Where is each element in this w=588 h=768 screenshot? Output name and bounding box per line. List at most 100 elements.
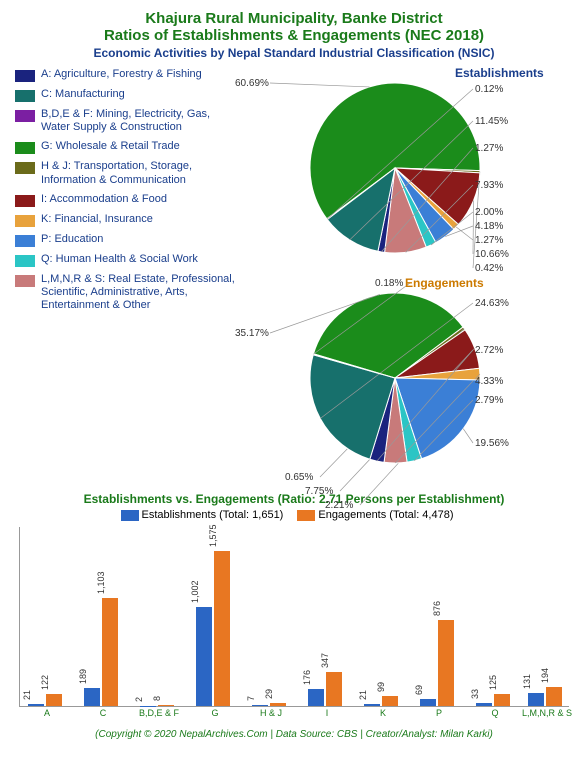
bar-value: 69 (414, 685, 424, 695)
pie-leader (473, 200, 474, 254)
bar-value: 1,002 (190, 581, 200, 604)
bar-value: 99 (376, 682, 386, 692)
pie-title: Establishments (455, 66, 544, 80)
legend-swatch (15, 142, 35, 154)
pie-slice-label: 10.66% (475, 249, 509, 260)
bar-engagements (326, 672, 342, 706)
bar-legend-swatch (297, 510, 315, 521)
bar-legend-label: Establishments (Total: 1,651) (142, 509, 284, 521)
bar-establishments (528, 693, 544, 706)
bar-engagements (102, 598, 118, 707)
legend-swatch (15, 215, 35, 227)
legend-item: H & J: Transportation, Storage, Informat… (15, 160, 235, 186)
main-title-1: Khajura Rural Municipality, Banke Distri… (15, 10, 573, 27)
bar-establishments (196, 607, 212, 706)
bar-establishments (252, 705, 268, 706)
pie-leader (270, 83, 369, 87)
bar-engagements (382, 696, 398, 706)
legend-item: P: Education (15, 233, 235, 247)
bar-engagements (438, 620, 454, 706)
pie-slice-label: 4.18% (475, 221, 503, 232)
bar-engagements (214, 551, 230, 706)
pie-slice-label: 19.56% (475, 438, 509, 449)
legend-item: B,D,E & F: Mining, Electricity, Gas, Wat… (15, 108, 235, 134)
main-title-2: Ratios of Establishments & Engagements (… (15, 27, 573, 44)
bar-value: 8 (152, 696, 162, 701)
bar-engagements (270, 703, 286, 706)
bar-legend: Establishments (Total: 1,651)Engagements… (15, 509, 573, 521)
subhead: Economic Activities by Nepal Standard In… (15, 46, 573, 60)
legend-item: I: Accommodation & Food (15, 193, 235, 207)
bar-value: 2 (134, 697, 144, 702)
pie-slice-label: 2.72% (475, 345, 503, 356)
pie-title: Engagements (405, 276, 484, 290)
bar-establishments (364, 704, 380, 706)
bar-value: 194 (540, 668, 550, 683)
legend-label: Q: Human Health & Social Work (41, 253, 198, 266)
pie-slice-label: 0.42% (475, 263, 503, 274)
bar-category-label: Q (470, 708, 520, 718)
pie-slice-label: 7.75% (305, 486, 333, 497)
pie-slice-label: 60.69% (235, 78, 269, 89)
legend-label: B,D,E & F: Mining, Electricity, Gas, Wat… (41, 108, 235, 134)
pies-column: Establishments60.69%0.42%10.66%1.27%4.18… (245, 68, 573, 488)
bar-category-label: K (358, 708, 408, 718)
infographic-container: Khajura Rural Municipality, Banke Distri… (0, 0, 588, 750)
bar-value: 176 (302, 670, 312, 685)
legend-label: P: Education (41, 233, 103, 246)
pie-slice-label: 11.45% (475, 116, 508, 127)
bar-category-label: L,M,N,R & S (522, 708, 572, 718)
bar-value: 21 (358, 690, 368, 700)
bar-engagements (494, 694, 510, 706)
pie-slice-label: 0.12% (475, 84, 503, 95)
bar-category-label: B,D,E & F (134, 708, 184, 718)
legend-item: A: Agriculture, Forestry & Fishing (15, 68, 235, 82)
bar-value: 1,575 (208, 525, 218, 548)
legend-item: C: Manufacturing (15, 88, 235, 102)
bar-category-label: I (302, 708, 352, 718)
bar-chart: 21 122 A 189 1,103 C 2 8 B,D,E & F 1,002… (19, 527, 569, 707)
legend-label: L,M,N,R & S: Real Estate, Professional, … (41, 273, 235, 313)
bar-value: 1,103 (96, 571, 106, 594)
bar-value: 347 (320, 653, 330, 668)
pie-slice-label: 35.17% (235, 328, 269, 339)
legend-label: K: Financial, Insurance (41, 213, 153, 226)
legend-swatch (15, 255, 35, 267)
bar-value: 29 (264, 689, 274, 699)
bar-value: 189 (78, 668, 88, 683)
legend-swatch (15, 90, 35, 102)
bar-establishments (476, 703, 492, 706)
bar-engagements (46, 694, 62, 706)
pie-section: A: Agriculture, Forestry & Fishing C: Ma… (15, 68, 573, 488)
bar-value: 876 (432, 601, 442, 616)
legend-label: G: Wholesale & Retail Trade (41, 140, 180, 153)
bar-value: 122 (40, 675, 50, 690)
legend-label: H & J: Transportation, Storage, Informat… (41, 160, 235, 186)
bar-value: 125 (488, 675, 498, 690)
legend-swatch (15, 70, 35, 82)
bar-value: 131 (522, 674, 532, 689)
pie-slice-label: 4.33% (475, 376, 503, 387)
pie-slice-label: 1.27% (475, 235, 503, 246)
legend-swatch (15, 162, 35, 174)
bars-area: 21 122 A 189 1,103 C 2 8 B,D,E & F 1,002… (20, 546, 569, 706)
bar-establishments (308, 689, 324, 706)
bar-value: 7 (246, 696, 256, 701)
legend-swatch (15, 195, 35, 207)
legend-item: K: Financial, Insurance (15, 213, 235, 227)
pie-slice-label: 24.63% (475, 298, 509, 309)
bar-legend-swatch (121, 510, 139, 521)
legend-label: A: Agriculture, Forestry & Fishing (41, 68, 202, 81)
bar-establishments (28, 704, 44, 706)
bar-engagements (158, 705, 174, 706)
legend-column: A: Agriculture, Forestry & Fishing C: Ma… (15, 68, 245, 488)
pie-slice-label: 0.18% (375, 278, 403, 289)
legend-item: Q: Human Health & Social Work (15, 253, 235, 267)
bar-category-label: C (78, 708, 128, 718)
bar-category-label: A (22, 708, 72, 718)
bar-establishments (420, 699, 436, 706)
bar-category-label: P (414, 708, 464, 718)
legend-swatch (15, 275, 35, 287)
pie-slice-label: 2.79% (475, 395, 503, 406)
footer-credit: (Copyright © 2020 NepalArchives.Com | Da… (15, 729, 573, 740)
